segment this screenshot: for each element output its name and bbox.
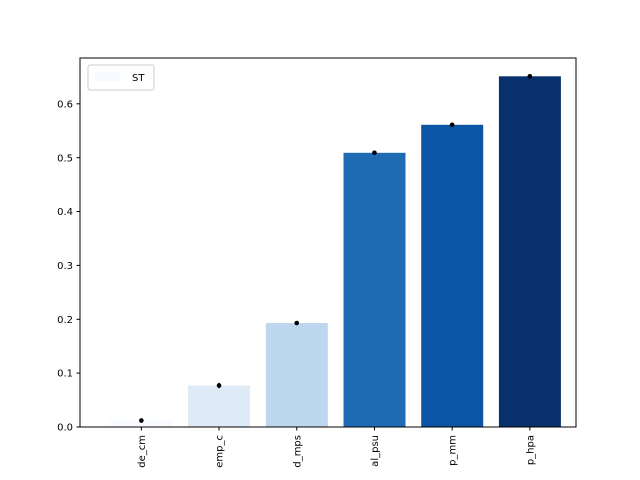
y-tick-label: 0.3 <box>57 261 73 272</box>
y-tick-label: 0.5 <box>57 153 73 164</box>
legend-frame <box>87 64 155 91</box>
error-marker-al_psu <box>372 150 377 156</box>
y-tick-label: 0.6 <box>57 99 73 110</box>
x-tick-label: p_hpa <box>525 435 536 465</box>
error-marker-de_cm <box>139 418 144 423</box>
bar-de_cm <box>110 420 173 427</box>
legend: ST <box>87 64 155 91</box>
error-marker-p_hpa <box>527 74 533 79</box>
error-marker-p_mm <box>449 122 455 128</box>
x-tick-label: emp_c <box>215 435 226 468</box>
y-tick-label: 0.4 <box>57 207 73 218</box>
bar-p_mm <box>421 124 484 428</box>
bar-al_psu <box>343 152 406 428</box>
x-tick-label: de_cm <box>137 435 148 468</box>
bar-p_hpa <box>498 76 561 428</box>
error-marker-emp_c <box>216 383 222 388</box>
y-tick-label: 0.1 <box>57 369 73 380</box>
bars-group <box>110 76 561 428</box>
y-tick-label: 0.0 <box>57 423 73 434</box>
legend-swatch <box>95 72 120 81</box>
bar-d_mps <box>265 323 328 427</box>
y-axis: 0.0 0.1 0.2 0.3 0.4 0.5 0.6 <box>57 99 80 434</box>
error-marker-d_mps <box>294 320 300 326</box>
error-bars-group <box>139 74 533 423</box>
legend-label: ST <box>132 73 145 84</box>
x-tick-label: al_psu <box>370 435 381 467</box>
x-tick-label: d_mps <box>292 435 303 468</box>
bar-emp_c <box>188 385 250 427</box>
y-tick-label: 0.2 <box>57 315 73 326</box>
plot-frame <box>79 57 577 428</box>
x-axis: de_cm emp_c d_mps al_psu p_mm p_hpa <box>137 427 536 468</box>
x-tick-label: p_mm <box>448 435 459 466</box>
